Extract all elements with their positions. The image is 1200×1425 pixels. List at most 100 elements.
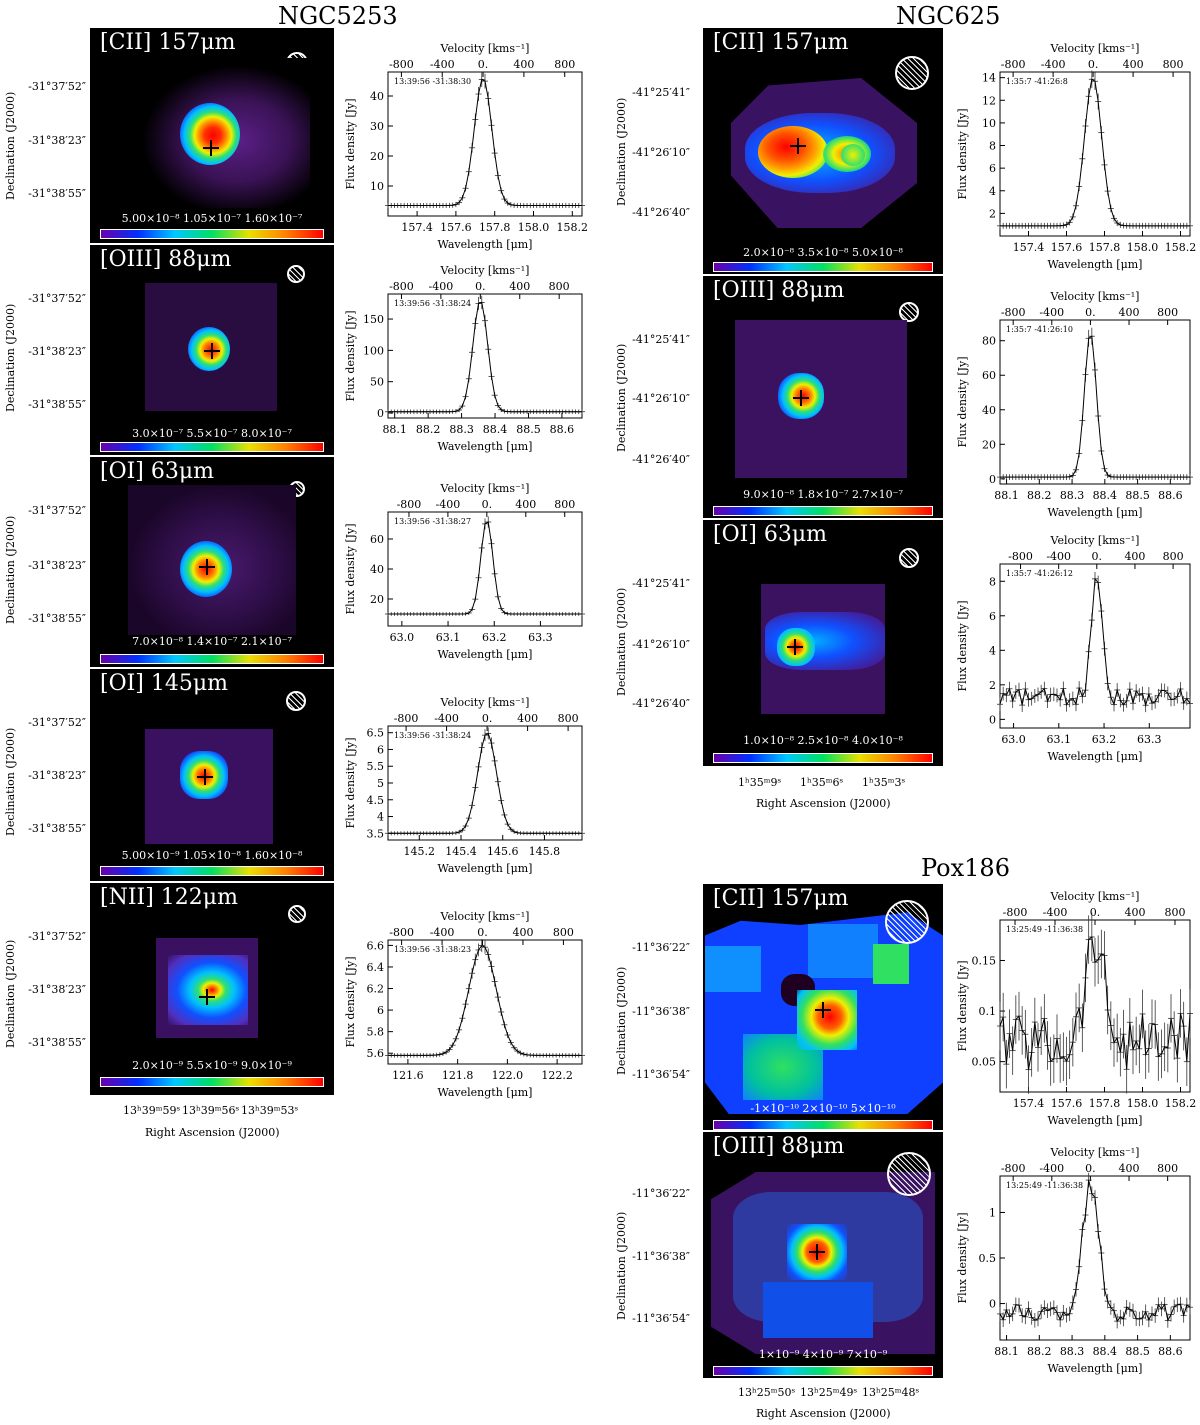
map-ngc5253-nii: [NII] 122μm 2.0×10⁻⁹ 5.5×10⁻⁹ 9.0×10⁻⁹ [90, 883, 334, 1095]
velocity-tick-label: 0. [1088, 58, 1099, 71]
x-tick-label: 121.6 [392, 1069, 424, 1082]
velocity-tick-label: 400 [1124, 906, 1145, 919]
velocity-tick-label: 800 [553, 926, 574, 939]
x-tick-label: 122.0 [492, 1069, 524, 1082]
velocity-tick-label: 0. [1085, 306, 1096, 319]
y-tick-label: 6 [989, 610, 996, 623]
dec-tick: -31°38′55″ [28, 187, 86, 200]
velocity-tick-label: 0. [482, 712, 493, 725]
velocity-tick-label: 0. [1085, 1162, 1096, 1175]
colorbar [100, 229, 324, 239]
spectrum-plot: 63.0 63.1 63.2 63.3 20 40 60 -800 -400 0. 400 800 Ve… [344, 482, 585, 661]
velocity-tick-label: -400 [1039, 1162, 1064, 1175]
y-tick-label: 5 [377, 777, 384, 790]
spectrum-plot: 88.1 88.2 88.3 88.4 88.5 88.6 0 0.5 1 -800 -400 0. 4… [956, 1146, 1193, 1375]
x-tick-label: 145.6 [487, 845, 519, 858]
wavelength-axis-label: Wavelength [μm] [438, 1086, 533, 1099]
x-tick-label: 88.5 [1125, 1345, 1150, 1358]
velocity-tick-label: -800 [389, 58, 414, 71]
dec-axis-label: Declination (J2000) [4, 303, 17, 412]
ra-tick: 13ʰ39ᵐ53ˢ [241, 1104, 299, 1117]
ra-tick: 1ʰ35ᵐ9ˢ [738, 776, 782, 789]
map-line-label: [CII] 157μm [100, 30, 236, 55]
spectrum-plot: 157.4 157.6 157.8 158.0 158.2 2 4 6 8 10 12 14 -800 -… [956, 42, 1197, 271]
x-tick-label: 88.2 [1027, 1345, 1052, 1358]
dec-tick: -31°38′23″ [28, 134, 86, 147]
dec-axis-label: Declination (J2000) [4, 727, 17, 836]
velocity-tick-label: -800 [397, 498, 422, 511]
colorbar-labels: 1×10⁻⁹ 4×10⁻⁹ 7×10⁻⁹ [758, 1348, 888, 1361]
velocity-tick-label: 0. [478, 58, 489, 71]
y-tick-label: 2 [989, 679, 996, 692]
ra-tick: 13ʰ39ᵐ56ˢ [182, 1104, 240, 1117]
velocity-tick-label: -400 [1039, 306, 1064, 319]
flux-axis-label: Flux density [Jy] [344, 737, 357, 828]
beam-icon [287, 265, 305, 283]
wavelength-axis-label: Wavelength [μm] [438, 440, 533, 453]
y-tick-label: 0.1 [979, 1005, 997, 1018]
colorbar-labels: 5.00×10⁻⁹ 1.05×10⁻⁸ 1.60×10⁻⁸ [121, 849, 303, 862]
velocity-axis-label: Velocity [kms⁻¹] [1050, 1146, 1140, 1159]
dec-tick: -31°38′55″ [28, 612, 86, 625]
x-tick-label: 157.8 [479, 221, 511, 234]
dec-tick: -31°38′55″ [28, 822, 86, 835]
y-tick-label: 6.4 [367, 961, 385, 974]
position-label: 13:39:56 -31:38:24 [394, 731, 471, 740]
colorbar-labels: -1×10⁻¹⁰ 2×10⁻¹⁰ 5×10⁻¹⁰ [750, 1102, 896, 1115]
x-tick-label: 145.2 [404, 845, 436, 858]
emission-patch [763, 1282, 873, 1338]
velocity-tick-label: 800 [1164, 906, 1185, 919]
colorbar [100, 1077, 324, 1087]
map-line-label: [OIII] 88μm [713, 278, 845, 303]
dec-tick: -31°38′55″ [28, 398, 86, 411]
map-line-label: [CII] 157μm [713, 886, 849, 911]
x-tick-label: 88.1 [382, 423, 407, 436]
map-line-label: [NII] 122μm [100, 885, 238, 910]
dec-tick: -31°37′52″ [28, 716, 86, 729]
spectrum-line [388, 521, 582, 615]
emission-peak [797, 990, 857, 1050]
position-marker [793, 390, 809, 406]
dec-axis-label: Declination (J2000) [615, 97, 628, 206]
beam-icon [899, 302, 919, 322]
velocity-tick-label: 800 [558, 712, 579, 725]
emission-peak [758, 126, 828, 178]
velocity-tick-label: -800 [1001, 58, 1026, 71]
x-tick-label: 145.8 [529, 845, 561, 858]
wavelength-axis-label: Wavelength [μm] [438, 648, 533, 661]
velocity-axis-label: Velocity [kms⁻¹] [440, 264, 530, 277]
x-tick-label: 88.4 [1093, 489, 1118, 502]
map-line-label: [OI] 63μm [713, 522, 828, 547]
y-tick-label: 4 [989, 185, 996, 198]
position-label: 13:39:56 -31:38:30 [394, 77, 471, 86]
y-tick-label: 0 [989, 473, 996, 486]
beam-icon [887, 1152, 931, 1196]
position-marker [199, 989, 215, 1005]
x-tick-label: 157.6 [1051, 241, 1083, 254]
x-tick-label: 88.3 [1060, 1345, 1085, 1358]
y-tick-label: 0 [989, 1298, 996, 1311]
x-tick-label: 158.0 [518, 221, 550, 234]
position-marker [204, 343, 220, 359]
dec-tick: -31°37′52″ [28, 80, 86, 93]
velocity-tick-label: 800 [1163, 550, 1184, 563]
x-tick-label: 88.3 [449, 423, 474, 436]
y-tick-label: 14 [982, 72, 996, 85]
colorbar [713, 1120, 933, 1130]
velocity-tick-label: -400 [430, 926, 455, 939]
x-tick-label: 158.2 [1165, 241, 1197, 254]
y-tick-label: 40 [370, 563, 384, 576]
y-tick-label: 40 [370, 90, 384, 103]
velocity-tick-label: 800 [1157, 306, 1178, 319]
y-tick-label: 4 [377, 811, 384, 824]
colorbar-labels: 3.0×10⁻⁷ 5.5×10⁻⁷ 8.0×10⁻⁷ [132, 427, 292, 440]
velocity-tick-label: -800 [1003, 906, 1028, 919]
dec-tick: -41°26′10″ [632, 392, 690, 405]
x-tick-label: 158.0 [1127, 1097, 1159, 1110]
spectrum-plot: 88.1 88.2 88.3 88.4 88.5 88.6 0 50 100 150 -800 -40… [344, 264, 585, 453]
plot-frame [999, 319, 1191, 485]
dec-tick: -31°37′52″ [28, 292, 86, 305]
ra-tick: 1ʰ35ᵐ6ˢ [800, 776, 844, 789]
position-label: 13:25:49 -11:36:38 [1006, 1181, 1083, 1190]
colorbar [100, 866, 324, 876]
